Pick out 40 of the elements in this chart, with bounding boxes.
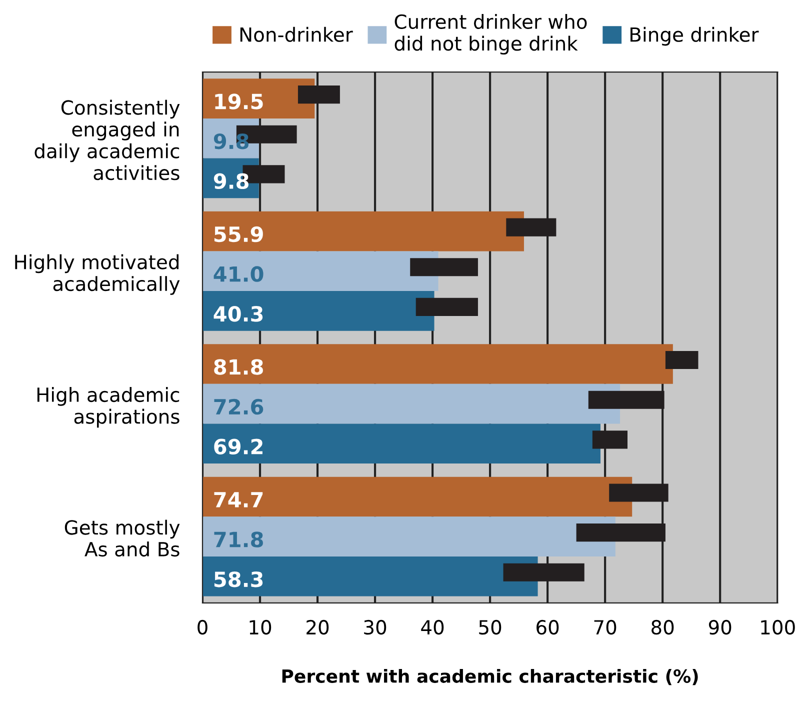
x-tick-label: 20 <box>306 620 329 635</box>
legend-label: Binge drinker <box>630 26 759 46</box>
x-tick-label: 50 <box>479 620 502 635</box>
bar <box>202 476 632 517</box>
y-tick-label: High academic aspirations <box>37 387 180 428</box>
x-tick-label: 10 <box>250 620 272 635</box>
data-label: 55.9 <box>214 226 263 242</box>
data-label: 69.2 <box>214 438 262 454</box>
data-label: 74.7 <box>214 492 263 508</box>
legend-label: Non-drinker <box>240 26 353 42</box>
x-tick-label: 90 <box>708 620 732 635</box>
x-tick-label: 40 <box>421 620 444 635</box>
x-tick-label: 100 <box>761 620 795 635</box>
y-tick-label: Gets mostly As and Bs <box>64 520 180 557</box>
legend-label: Current drinker who did not binge drink <box>394 14 587 55</box>
bar <box>202 384 620 424</box>
bar <box>202 424 600 464</box>
x-tick-label: 0 <box>198 620 208 635</box>
bar <box>202 251 438 292</box>
x-axis-title: Percent with academic characteristic (%) <box>282 668 698 686</box>
bar <box>202 516 616 556</box>
x-tick-label: 60 <box>536 620 559 635</box>
data-label: 19.5 <box>215 94 263 110</box>
bar <box>202 211 524 252</box>
x-tick-label: 80 <box>652 620 674 635</box>
x-tick-label: 30 <box>364 620 386 635</box>
bar <box>202 556 538 596</box>
y-tick-label: Consistently engaged in daily academic activities <box>34 100 180 180</box>
data-label: 58.3 <box>214 571 263 588</box>
data-label: 81.8 <box>214 359 263 375</box>
data-label: 9.8 <box>214 173 248 190</box>
data-label: 9.8 <box>214 133 248 150</box>
data-label: 41.0 <box>214 266 264 282</box>
data-label: 71.8 <box>214 532 263 548</box>
bar <box>202 344 673 384</box>
bar <box>202 291 434 331</box>
data-label: 72.6 <box>214 398 264 415</box>
y-tick-label: Highly motivated academically <box>15 254 180 295</box>
data-label: 40.3 <box>214 306 263 322</box>
x-tick-label: 70 <box>594 620 616 635</box>
